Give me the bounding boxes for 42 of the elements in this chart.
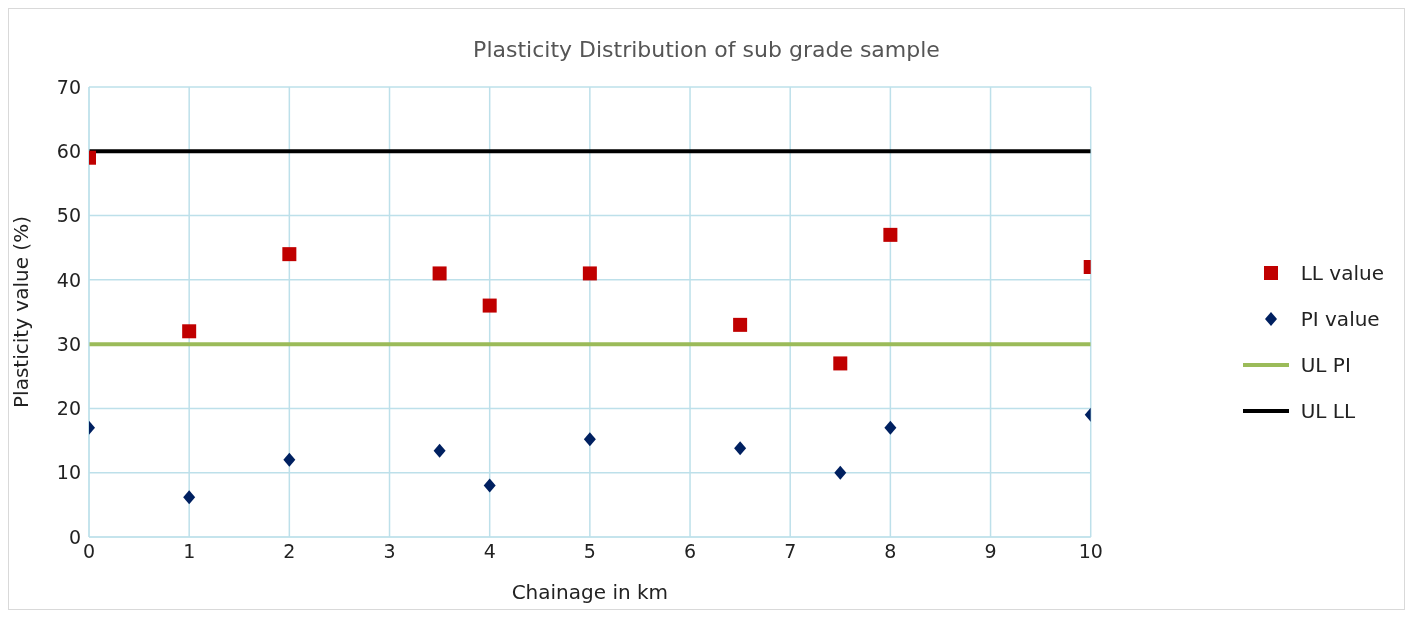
legend-label: UL LL <box>1300 399 1356 423</box>
x-tick-label: 10 <box>1078 540 1103 563</box>
y-tick-label: 40 <box>56 268 81 291</box>
y-axis-title: Plasticity value (%) <box>9 216 34 408</box>
point <box>482 298 497 313</box>
point <box>834 465 847 480</box>
x-tick-label: 3 <box>383 540 396 563</box>
x-tick-label: 9 <box>984 540 997 563</box>
y-tick-label: 70 <box>56 75 81 98</box>
y-tick-label: 0 <box>68 525 81 548</box>
legend-label: UL PI <box>1300 353 1351 377</box>
y-tick-label: 50 <box>56 204 81 227</box>
point <box>733 317 748 332</box>
point <box>182 324 197 339</box>
x-tick-label: 4 <box>483 540 496 563</box>
legend-label: LL value <box>1300 261 1384 285</box>
point <box>283 452 296 467</box>
y-tick-label: 60 <box>56 140 81 163</box>
point <box>734 441 747 456</box>
point <box>833 356 848 371</box>
x-tick-label: 7 <box>784 540 797 563</box>
point <box>432 266 447 281</box>
point <box>433 443 446 458</box>
chart-title: Plasticity Distribution of sub grade sample <box>472 36 941 64</box>
x-tick-label: 5 <box>583 540 596 563</box>
x-tick-label: 6 <box>683 540 697 563</box>
x-tick-label: 2 <box>283 540 296 563</box>
x-tick-label: 0 <box>82 540 96 563</box>
x-axis-title: Chainage in km <box>511 580 669 604</box>
point <box>582 266 597 281</box>
x-tick-label: 8 <box>884 540 897 563</box>
point <box>183 490 196 505</box>
point <box>282 247 297 262</box>
y-tick-label: 20 <box>56 397 81 420</box>
point <box>883 227 898 242</box>
y-tick-label: 10 <box>56 461 81 484</box>
point <box>884 420 897 435</box>
x-tick-label: 1 <box>183 540 196 563</box>
legend-label: PI value <box>1300 307 1380 331</box>
point <box>483 478 496 493</box>
y-tick-label: 30 <box>56 332 81 355</box>
point <box>583 432 596 447</box>
